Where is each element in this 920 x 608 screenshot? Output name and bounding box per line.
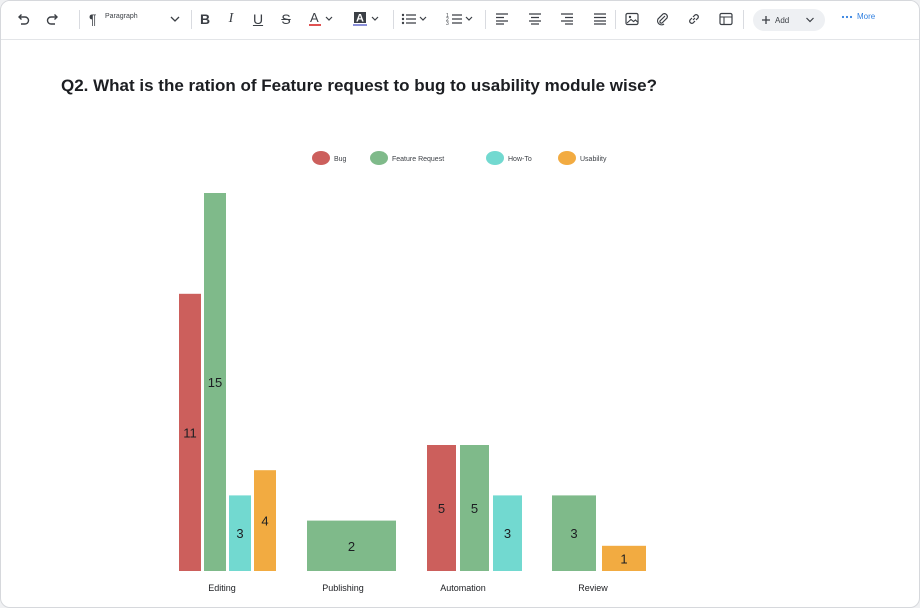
- redo-icon[interactable]: [43, 7, 63, 31]
- justify-icon[interactable]: [591, 7, 609, 31]
- text-color-icon[interactable]: A: [307, 7, 339, 31]
- bar-review-usability: [602, 545, 646, 571]
- chevron-down-icon: [169, 13, 181, 25]
- undo-icon[interactable]: [13, 7, 33, 31]
- category-label-automation: Automation: [440, 583, 486, 593]
- bold-icon[interactable]: B: [199, 11, 211, 27]
- bar-automation-how-to: [493, 495, 522, 571]
- toolbar-separator: [743, 10, 744, 29]
- highlight-icon[interactable]: A: [351, 7, 385, 31]
- bar-value-label: 5: [438, 501, 445, 516]
- category-label-publishing: Publishing: [322, 583, 364, 593]
- legend-swatch-usability: [558, 151, 576, 165]
- attachment-icon[interactable]: [653, 7, 671, 31]
- chevron-down-icon: [805, 15, 815, 25]
- add-dropdown-button[interactable]: Add: [753, 9, 825, 31]
- bar-value-label: 11: [183, 425, 197, 440]
- table-icon[interactable]: [717, 7, 735, 31]
- align-right-icon[interactable]: [558, 7, 576, 31]
- bar-editing-how-to: [229, 495, 251, 571]
- bar-value-label: 3: [570, 526, 577, 541]
- legend-swatch-bug: [312, 151, 330, 165]
- category-label-editing: Editing: [208, 583, 236, 593]
- bar-value-label: 2: [348, 539, 355, 554]
- svg-text:A: A: [310, 11, 319, 25]
- italic-icon[interactable]: I: [228, 11, 234, 26]
- align-center-icon[interactable]: [526, 7, 544, 31]
- legend-label-usability: Usability: [580, 156, 607, 163]
- toolbar-separator: [615, 10, 616, 29]
- toolbar-separator: [79, 10, 80, 29]
- legend-swatch-feature-request: [370, 151, 388, 165]
- svg-text:3: 3: [446, 21, 449, 26]
- image-icon[interactable]: [623, 7, 641, 31]
- bar-automation-bug: [427, 445, 456, 571]
- legend-swatch-how-to: [486, 151, 504, 165]
- legend-label-how-to: How-To: [508, 156, 532, 163]
- paragraph-icon: ¶: [89, 11, 97, 27]
- question-heading: Q2. What is the ration of Feature reques…: [61, 76, 658, 95]
- link-icon[interactable]: [685, 7, 703, 31]
- legend-label-bug: Bug: [334, 156, 347, 163]
- bar-value-label: 15: [208, 375, 222, 390]
- paragraph-style-label: Paragraph: [105, 13, 138, 20]
- bar-value-label: 1: [620, 551, 627, 566]
- bar-value-label: 3: [504, 526, 511, 541]
- svg-text:2: 2: [446, 17, 449, 23]
- legend-label-feature-request: Feature Request: [392, 156, 444, 163]
- add-label: Add: [775, 15, 790, 25]
- svg-text:A: A: [356, 13, 364, 25]
- more-button[interactable]: More: [841, 12, 875, 21]
- align-left-icon[interactable]: [493, 7, 511, 31]
- more-dots-icon: [841, 15, 853, 19]
- bar-editing-usability: [254, 470, 276, 571]
- strikethrough-icon[interactable]: S: [281, 11, 291, 27]
- bar-editing-feature-request: [204, 193, 226, 571]
- toolbar-separator: [393, 10, 394, 29]
- bar-value-label: 5: [471, 501, 478, 516]
- svg-text:1: 1: [446, 13, 449, 19]
- bar-automation-feature-request: [460, 445, 489, 571]
- toolbar-separator: [191, 10, 192, 29]
- bar-review-feature-request: [552, 495, 596, 571]
- paragraph-style-dropdown[interactable]: ¶ Paragraph: [85, 7, 185, 31]
- underline-icon[interactable]: U: [252, 11, 264, 27]
- more-label: More: [857, 12, 876, 21]
- bar-publishing-feature-request: [307, 520, 396, 571]
- bullet-list-icon[interactable]: [399, 7, 433, 31]
- toolbar-separator: [485, 10, 486, 29]
- bar-editing-bug: [179, 293, 201, 571]
- bar-value-label: 4: [261, 514, 268, 529]
- bar-value-label: 3: [236, 526, 243, 541]
- plus-icon: [761, 15, 771, 25]
- category-label-review: Review: [578, 583, 608, 593]
